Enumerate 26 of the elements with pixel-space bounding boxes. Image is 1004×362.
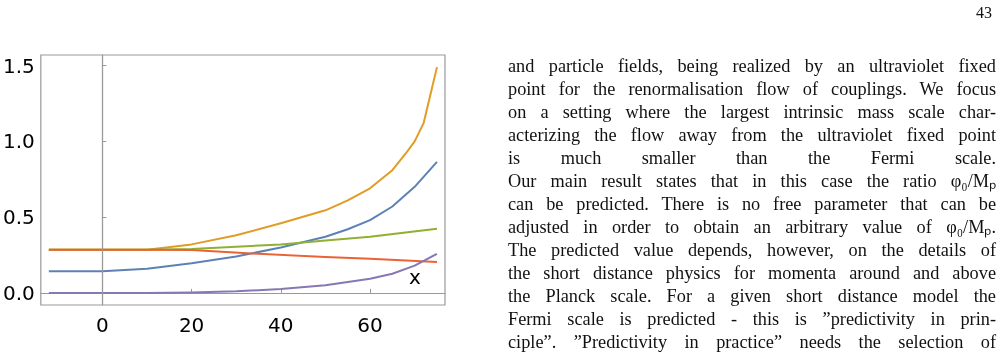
text: 43 <box>976 4 992 22</box>
text: Fermi scale is predicted - this is ”predictivity in prin- <box>508 309 996 329</box>
text: point for the renormalisation flow of couplings. We focus <box>508 79 996 99</box>
text: the Planck scale. For a given short distance model the <box>508 286 996 306</box>
text: acterizing the flow away from the ultraviolet fixed point <box>508 125 996 145</box>
text: ciple”. ”Predictivity in practice” needs the selection of <box>508 332 996 352</box>
text: Our main result states that in this case the ratio φ₀/Mₚ <box>508 171 996 191</box>
text: can be predicted. There is no free parameter that can be <box>508 194 996 214</box>
y-tick-label: 0.5 <box>2 205 35 230</box>
text: and particle fields, being realized by an ultraviolet fixed <box>508 56 996 76</box>
text: the short distance physics for momenta around and above <box>508 263 996 283</box>
line-series <box>47 252 438 294</box>
line-series <box>47 160 438 273</box>
x-axis-title: x <box>409 264 421 289</box>
y-tick-label: 0.0 <box>2 280 35 305</box>
y-tick-label: 1.0 <box>2 129 35 154</box>
text: adjusted in order to obtain an arbitrary value of φ₀/Mₚ. <box>508 217 996 237</box>
text: is much smaller than the Fermi scale. <box>508 148 996 168</box>
y-tick-label: 1.5 <box>2 53 35 78</box>
x-tick-label: 60 <box>357 313 383 337</box>
text: The predicted value depends, however, on the details of <box>508 240 996 260</box>
text: on a setting where the largest intrinsic mass scale char- <box>508 102 996 122</box>
line-series <box>47 248 438 264</box>
x-tick-label: 20 <box>178 313 205 337</box>
x-tick-label: 0 <box>96 313 109 337</box>
x-tick-label: 40 <box>268 313 294 337</box>
